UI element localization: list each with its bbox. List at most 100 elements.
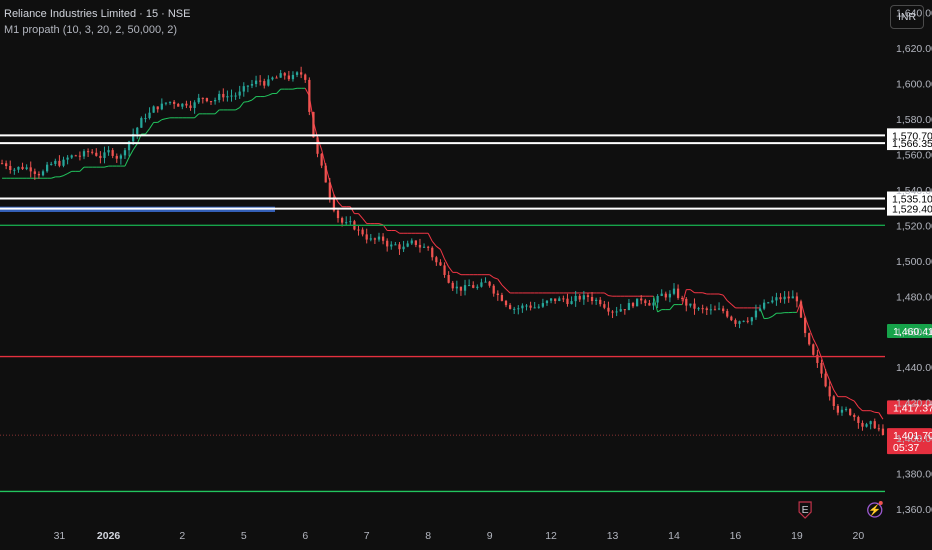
candle-body — [254, 80, 258, 85]
candle-body — [496, 293, 499, 296]
price-tag-box — [887, 324, 932, 339]
y-tick-label: 1,600.00 — [896, 78, 932, 90]
candle-body — [271, 77, 274, 80]
candle-body — [447, 274, 450, 283]
candle-body — [607, 307, 610, 312]
candle-body — [193, 102, 196, 109]
trailing-stop-segment — [194, 113, 200, 119]
candle-body — [427, 246, 430, 248]
candle-body — [58, 160, 61, 166]
candle-body — [127, 141, 131, 151]
trailing-stop-segment — [731, 303, 736, 309]
trailing-stop-segment — [878, 412, 884, 420]
candle-body — [648, 303, 651, 306]
candle-body — [865, 424, 868, 427]
x-tick-label: 13 — [607, 530, 619, 542]
trailing-stop-segment — [845, 396, 851, 400]
trailing-stop-segment — [439, 249, 446, 260]
candle-body — [111, 150, 114, 156]
x-tick-label: 31 — [54, 530, 66, 542]
currency-button[interactable]: INR — [890, 5, 924, 29]
trailing-stop-segment — [833, 389, 839, 397]
trailing-stop-segment — [497, 278, 503, 286]
price-tag-label: 1,401.70 — [893, 430, 932, 442]
trailing-stop-segment — [268, 93, 273, 96]
y-tick-label: 1,620.00 — [896, 43, 932, 55]
candle-body — [685, 298, 688, 306]
candle-body — [771, 300, 774, 303]
candle-body — [508, 305, 512, 309]
y-tick-label: 1,420.00 — [896, 398, 932, 410]
candle-body — [763, 302, 766, 309]
candle-body — [861, 422, 864, 427]
trailing-stop-segment — [51, 176, 56, 179]
candle-body — [242, 86, 245, 92]
price-tag-box — [887, 428, 932, 455]
candle-body — [484, 281, 487, 283]
candle-body — [406, 243, 409, 247]
candle-body — [480, 282, 483, 287]
x-tick-label: 19 — [791, 530, 803, 542]
trailing-stop-segment — [337, 201, 343, 208]
candle-body — [603, 304, 606, 308]
candle-body — [836, 406, 840, 413]
trailing-stop-segment — [235, 107, 240, 111]
trailing-stop-segment — [604, 292, 609, 297]
candle-body — [283, 73, 286, 76]
candle-body — [730, 316, 733, 321]
candle-body — [582, 295, 585, 300]
candle-body — [758, 308, 762, 311]
candle-body — [82, 151, 86, 157]
candle-body — [115, 155, 118, 159]
candle-body — [709, 309, 712, 311]
candle-body — [517, 308, 520, 310]
candle-body — [783, 296, 786, 300]
candle-body — [681, 297, 684, 299]
candle-body — [238, 91, 241, 96]
trailing-stop-segment — [493, 277, 498, 280]
candle-body — [263, 81, 266, 86]
candle-body — [377, 236, 381, 240]
candle-body — [676, 288, 680, 298]
candle-body — [234, 95, 237, 97]
trailing-stop-segment — [165, 117, 171, 120]
candle-body — [558, 298, 561, 302]
candle-body — [123, 150, 127, 156]
candle-body — [554, 298, 557, 302]
candle-body — [140, 118, 143, 128]
candle-body — [463, 285, 467, 291]
candle-body — [86, 151, 90, 153]
trailing-stop-segment — [780, 312, 785, 314]
candle-body — [50, 163, 53, 165]
candle-body — [431, 247, 434, 258]
candle-body — [189, 105, 192, 109]
candle-body — [689, 303, 692, 306]
candle-body — [324, 165, 327, 183]
candle-body — [808, 333, 811, 345]
candle-body — [279, 73, 282, 78]
candle-body — [664, 293, 667, 298]
trailing-stop-segment — [132, 143, 138, 151]
candle-body — [513, 308, 516, 310]
candle-body — [857, 417, 860, 423]
candle-body — [320, 153, 323, 166]
x-tick-label: 7 — [364, 530, 370, 542]
candle-body — [820, 362, 823, 374]
candle-body — [701, 308, 704, 310]
dividend-marker — [867, 502, 883, 518]
trailing-stop-segment — [456, 271, 462, 276]
trailing-stop-segment — [161, 118, 167, 121]
candle-body — [62, 159, 65, 166]
candle-body — [451, 282, 454, 289]
candle-body — [45, 164, 49, 172]
candle-body — [705, 308, 708, 310]
candle-body — [336, 210, 340, 219]
candle-body — [287, 75, 290, 80]
indicator-label[interactable]: M1 propath (10, 3, 20, 2, 50,000, 2) — [4, 24, 178, 36]
candle-body — [713, 309, 717, 311]
trailing-stop-segment — [448, 266, 454, 273]
trailing-stop-segment — [264, 94, 269, 98]
candle-body — [25, 167, 28, 170]
candle-body — [693, 303, 696, 309]
